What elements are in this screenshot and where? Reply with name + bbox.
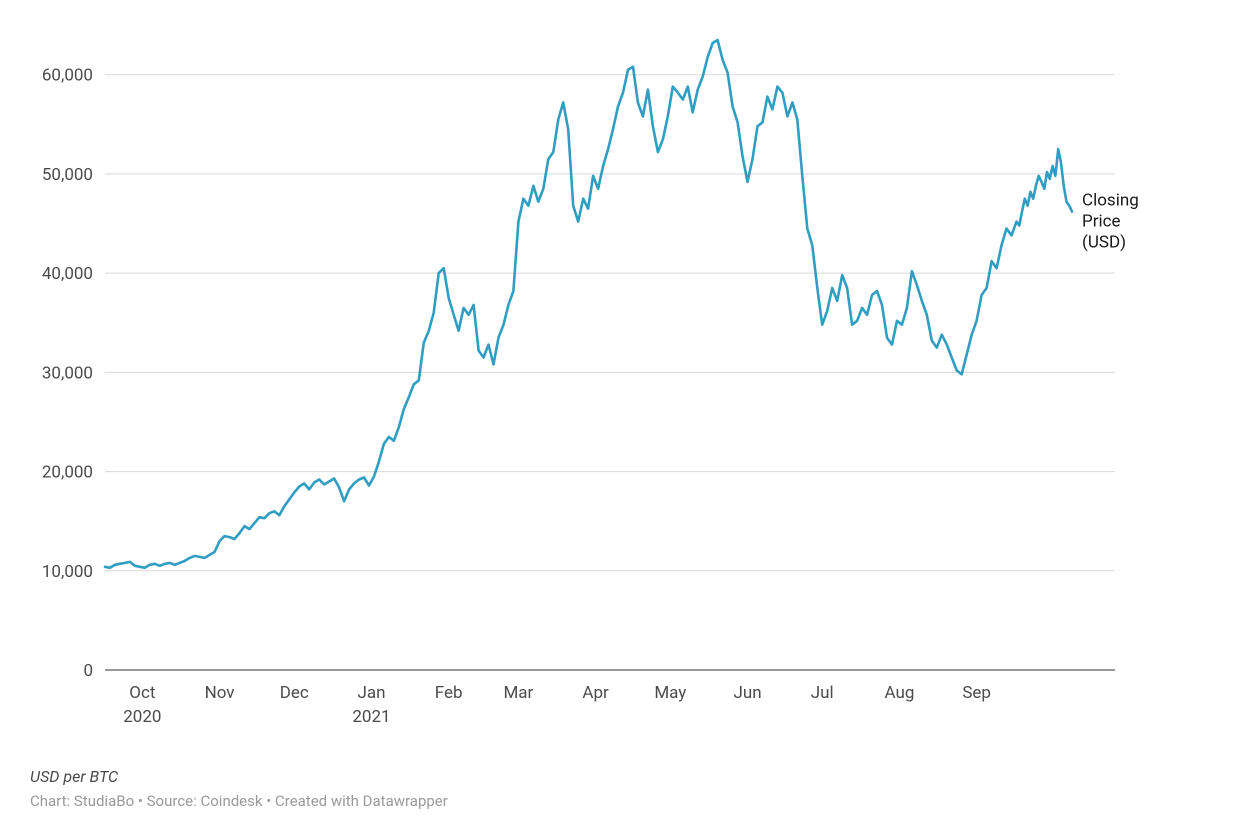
x-tick-label: Feb — [435, 683, 463, 703]
x-tick-label: Dec — [280, 683, 309, 703]
series-label: (USD) — [1082, 233, 1126, 253]
x-tick-label: Aug — [884, 683, 914, 703]
y-tick-label: 0 — [83, 661, 93, 681]
y-tick-label: 10,000 — [42, 562, 93, 582]
series-label: Price — [1082, 212, 1121, 232]
y-tick-label: 60,000 — [42, 66, 93, 86]
x-tick-label: Jun — [733, 683, 761, 703]
x-tick-sublabel: 2021 — [352, 707, 390, 727]
y-tick-label: 30,000 — [42, 363, 93, 383]
x-tick-label: Jan — [357, 683, 385, 703]
x-tick-label: Jul — [811, 683, 834, 703]
y-tick-label: 50,000 — [42, 165, 93, 185]
x-tick-sublabel: 2020 — [123, 707, 161, 727]
price-line — [105, 40, 1072, 568]
chart-container: 0 10,000 20,000 30,000 40,000 50,000 60,000 Oct… — [20, 20, 1220, 820]
x-tick-label: Oct — [129, 683, 155, 703]
x-tick-label: May — [654, 683, 686, 703]
x-tick-label: Mar — [503, 683, 533, 703]
x-tick-label: Apr — [582, 683, 609, 703]
footer-note: USD per BTC — [30, 767, 448, 786]
series-label: Closing — [1082, 191, 1139, 211]
x-tick-label: Nov — [205, 683, 235, 703]
footer-credit: Chart: StudiaBo • Source: Coindesk • Cre… — [30, 792, 448, 810]
y-tick-label: 20,000 — [42, 463, 93, 483]
line-chart: 0 10,000 20,000 30,000 40,000 50,000 60,000 Oct… — [20, 20, 1220, 750]
y-tick-label: 40,000 — [42, 264, 93, 284]
x-tick-label: Sep — [962, 683, 991, 703]
chart-footer: USD per BTC Chart: StudiaBo • Source: Co… — [30, 767, 448, 810]
